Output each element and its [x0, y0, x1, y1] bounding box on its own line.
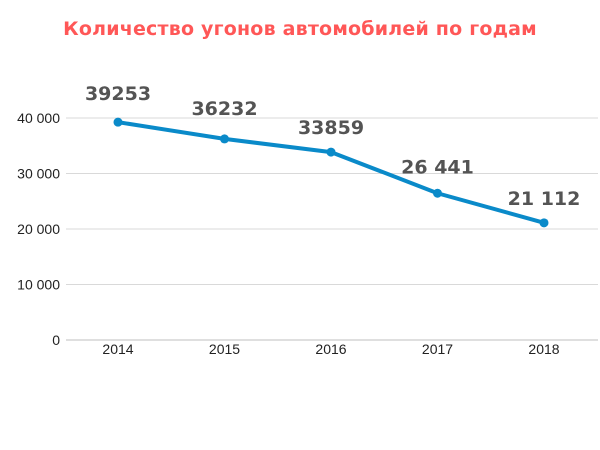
data-label: 36232 — [191, 98, 257, 120]
data-point — [113, 117, 123, 127]
data-point — [220, 134, 229, 144]
data-label: 33859 — [298, 117, 364, 139]
gridlines — [66, 117, 598, 341]
data-points — [113, 117, 549, 228]
data-labels: 39253 36232 33859 26 441 21 112 — [85, 83, 580, 210]
data-point — [539, 218, 549, 228]
y-tick-label: 10 000 — [17, 277, 60, 293]
data-label: 26 441 — [401, 156, 474, 178]
y-tick-label: 40 000 — [17, 110, 60, 126]
x-tick-label: 2016 — [315, 341, 346, 357]
data-label: 21 112 — [508, 188, 581, 210]
x-axis-ticks: 2014 2015 2016 2017 2018 — [102, 341, 559, 357]
x-tick-label: 2014 — [102, 341, 133, 357]
y-tick-label: 30 000 — [17, 166, 60, 182]
y-tick-label: 0 — [52, 332, 60, 348]
x-tick-label: 2018 — [528, 341, 559, 357]
chart-title: Количество угонов автомобилей по годам — [63, 18, 537, 40]
data-label: 39253 — [85, 83, 151, 105]
y-tick-label: 20 000 — [17, 221, 60, 237]
data-point — [326, 147, 336, 157]
x-tick-label: 2015 — [209, 341, 240, 357]
x-tick-label: 2017 — [422, 341, 453, 357]
y-axis-ticks: 0 10 000 20 000 30 000 40 000 — [17, 110, 60, 348]
data-point — [433, 188, 442, 198]
